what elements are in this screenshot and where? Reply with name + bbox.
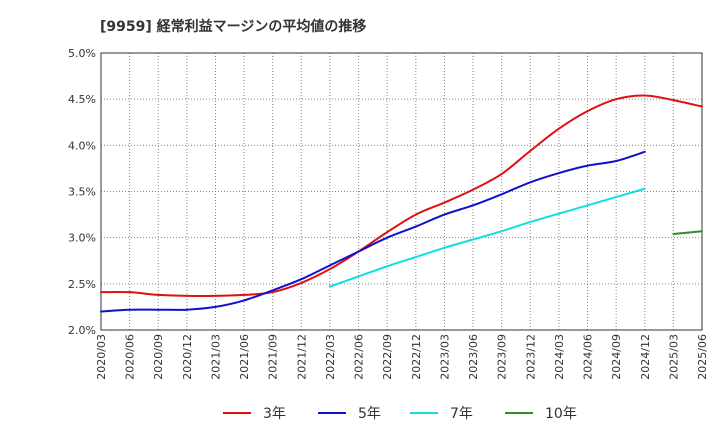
legend-label: 5年 — [358, 406, 381, 422]
y-tick-label: 5.0% — [68, 47, 96, 60]
x-tick-label: 2023/09 — [496, 334, 509, 380]
x-tick-label: 2025/03 — [667, 334, 680, 380]
legend-label: 10年 — [545, 406, 577, 422]
series-line-1 — [100, 150, 646, 313]
x-tick-label: 2020/09 — [152, 334, 165, 380]
x-tick-label: 2020/03 — [95, 334, 108, 380]
plot-border — [100, 52, 703, 331]
legend-label: 7年 — [450, 406, 473, 422]
x-tick-label: 2020/12 — [181, 334, 194, 380]
series-line-2 — [328, 187, 646, 288]
x-tick-label: 2022/03 — [324, 334, 337, 380]
y-tick-label: 4.0% — [68, 139, 96, 152]
x-tick-label: 2021/12 — [295, 334, 308, 380]
x-tick-label: 2025/06 — [696, 334, 709, 380]
y-tick-label: 3.0% — [68, 232, 96, 245]
x-tick-label: 2022/12 — [410, 334, 423, 380]
legend-label: 3年 — [263, 406, 286, 422]
series-line-0 — [100, 94, 703, 297]
x-tick-label: 2021/03 — [209, 334, 222, 380]
series-line-3 — [672, 230, 703, 235]
x-tick-label: 2022/09 — [381, 334, 394, 380]
x-tick-label: 2024/09 — [610, 334, 623, 380]
x-tick-label: 2024/06 — [582, 334, 595, 380]
x-tick-label: 2023/06 — [467, 334, 480, 380]
x-tick-label: 2023/03 — [438, 334, 451, 380]
x-tick-label: 2023/12 — [524, 334, 537, 380]
x-tick-label: 2020/06 — [124, 334, 137, 380]
x-tick-label: 2024/03 — [553, 334, 566, 380]
x-tick-label: 2024/12 — [639, 334, 652, 380]
x-tick-label: 2021/09 — [267, 334, 280, 380]
chart-title: [9959] 経常利益マージンの平均値の推移 — [100, 19, 367, 35]
x-tick-label: 2022/06 — [353, 334, 366, 380]
y-tick-label: 2.0% — [68, 324, 96, 337]
y-tick-label: 3.5% — [68, 186, 96, 199]
x-tick-label: 2021/06 — [238, 334, 251, 380]
y-tick-label: 2.5% — [68, 278, 96, 291]
y-tick-label: 4.5% — [68, 93, 96, 106]
